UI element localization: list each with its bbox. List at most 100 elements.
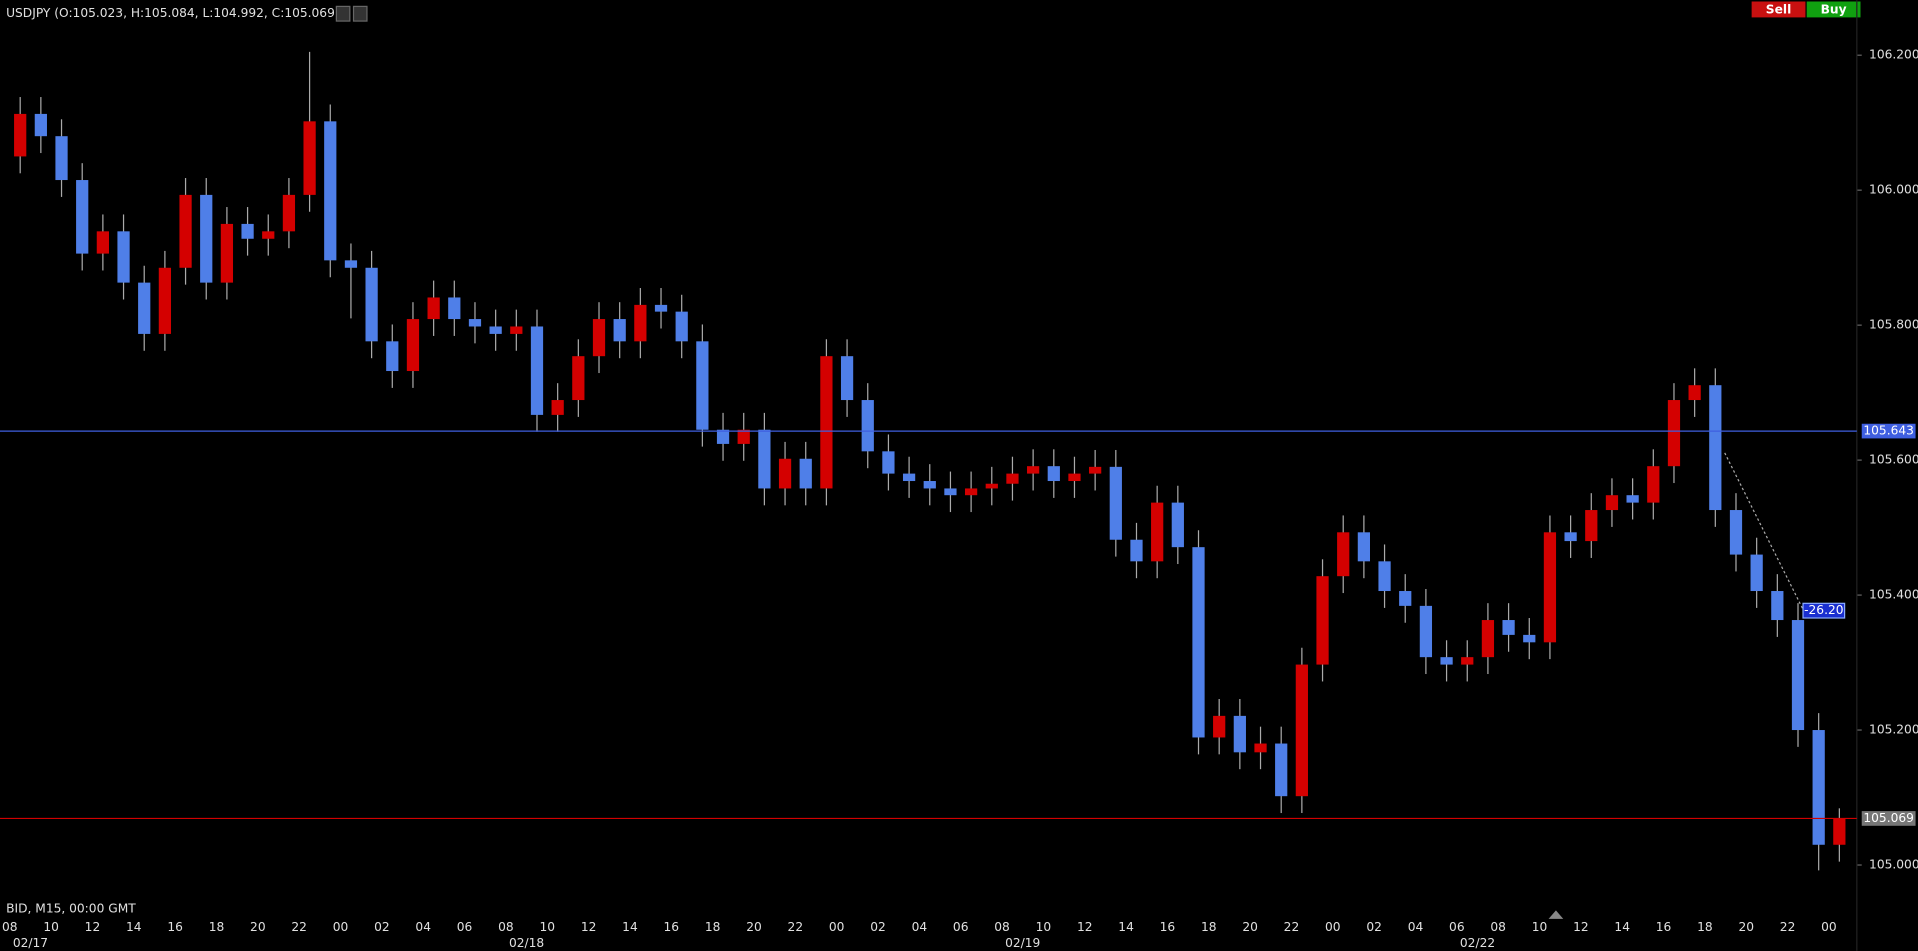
x-tick-label: 22	[788, 920, 804, 934]
candle-body	[923, 481, 936, 489]
candle-body	[716, 429, 730, 444]
candle-body	[1171, 502, 1184, 548]
x-tick-label: 18	[1201, 920, 1217, 934]
candle-body	[1585, 510, 1598, 542]
x-tick-label: 16	[1160, 920, 1176, 934]
x-tick-label: 04	[1408, 920, 1424, 934]
y-tick-label: 105.600	[1869, 453, 1918, 467]
x-tick-label: 12	[1573, 920, 1589, 934]
x-tick-label: 10	[1036, 920, 1052, 934]
trend-line	[1724, 452, 1805, 613]
x-tick-label: 14	[126, 920, 142, 934]
x-tick-label: 00	[829, 920, 845, 934]
y-tick-label: 106.000	[1869, 183, 1918, 197]
candle-body	[696, 341, 709, 430]
candle-body	[427, 297, 440, 320]
y-tick-label: 105.200	[1869, 723, 1918, 737]
sell-button[interactable]	[1751, 1, 1806, 18]
annotation: -26.20	[1804, 603, 1843, 617]
candle-body	[675, 311, 688, 342]
x-tick-label: 00	[333, 920, 349, 934]
candle-body	[220, 223, 234, 283]
buy-label[interactable]: Buy	[1821, 3, 1847, 17]
candle-body	[1316, 576, 1329, 665]
candle-body	[468, 319, 482, 327]
candle-body	[634, 304, 647, 342]
x-tick-label: 14	[1614, 920, 1630, 934]
candle-body	[1481, 620, 1495, 658]
candle-body	[365, 267, 378, 342]
candle-body	[799, 458, 812, 489]
candle-body	[303, 121, 316, 195]
candle-body	[1564, 532, 1577, 542]
x-tick-label: 18	[209, 920, 225, 934]
candle-body	[1047, 466, 1060, 482]
buy-button[interactable]	[1806, 1, 1861, 18]
candle-body	[55, 136, 68, 181]
x-tick-label: 22	[291, 920, 307, 934]
candle-body	[1647, 466, 1660, 503]
candle-body	[1275, 743, 1288, 797]
candle-body	[1688, 385, 1701, 401]
candle-body	[1295, 664, 1308, 797]
x-tick-label: 20	[746, 920, 762, 934]
x-tick-label: 12	[581, 920, 597, 934]
candle-body	[200, 194, 213, 283]
close-icon[interactable]	[352, 5, 368, 22]
candle-body	[840, 356, 854, 401]
candle-body	[1233, 715, 1246, 753]
candle-body	[1337, 532, 1350, 577]
candle-body	[344, 260, 358, 268]
y-tick-label: 105.400	[1869, 588, 1918, 602]
candle-body	[778, 458, 792, 489]
candle-body	[1791, 620, 1805, 731]
candle-body	[1399, 591, 1412, 606]
footer: BID, M15, 00:00 GMT	[6, 902, 136, 916]
candle-body	[592, 319, 606, 357]
x-tick-label: 12	[85, 920, 101, 934]
candle-body	[1419, 605, 1433, 658]
candle-body	[1213, 715, 1226, 738]
candle-body	[1068, 473, 1081, 482]
candle-body	[1357, 532, 1370, 562]
candle-body	[1667, 400, 1681, 467]
scroll-marker[interactable]	[1548, 910, 1564, 919]
x-tick-label: 04	[912, 920, 928, 934]
price-line-box	[1861, 423, 1916, 439]
x-tick-label: 16	[1656, 920, 1672, 934]
candle-body	[1089, 466, 1102, 474]
x-tick-label: 06	[1449, 920, 1465, 934]
candle-body	[406, 319, 420, 372]
x-tick-label: 16	[664, 920, 680, 934]
candle-body	[324, 121, 337, 261]
y-tick-label: 106.200	[1869, 48, 1918, 62]
x-tick-label: 02	[870, 920, 886, 934]
sell-label[interactable]: Sell	[1766, 3, 1791, 17]
x-tick-label: 06	[457, 920, 473, 934]
candle-body	[551, 400, 564, 415]
candle-body	[1378, 561, 1391, 592]
candle-body	[158, 267, 172, 334]
candle-body	[14, 113, 27, 157]
x-tick-label: 02	[1366, 920, 1382, 934]
x-tick-label: 08	[1490, 920, 1506, 934]
x-tick-label: 10	[43, 920, 59, 934]
candle-body	[654, 304, 668, 312]
x-tick-label: 10	[539, 920, 555, 934]
date-label: 02/17	[13, 936, 48, 950]
candle-body	[530, 326, 544, 415]
candle-body	[902, 473, 916, 482]
candle-body	[1543, 532, 1557, 643]
candle-body	[262, 231, 275, 239]
candle-body	[882, 451, 895, 474]
candle-body	[1130, 539, 1143, 562]
settings-icon[interactable]	[335, 5, 351, 22]
candle-body	[96, 231, 109, 254]
candle-body	[944, 488, 957, 496]
chart-title: USDJPY (O:105.023, H:105.084, L:104.992,…	[6, 6, 340, 20]
candle-body	[1151, 502, 1164, 562]
x-tick-label: 08	[498, 920, 514, 934]
candle-body	[1833, 818, 1846, 845]
